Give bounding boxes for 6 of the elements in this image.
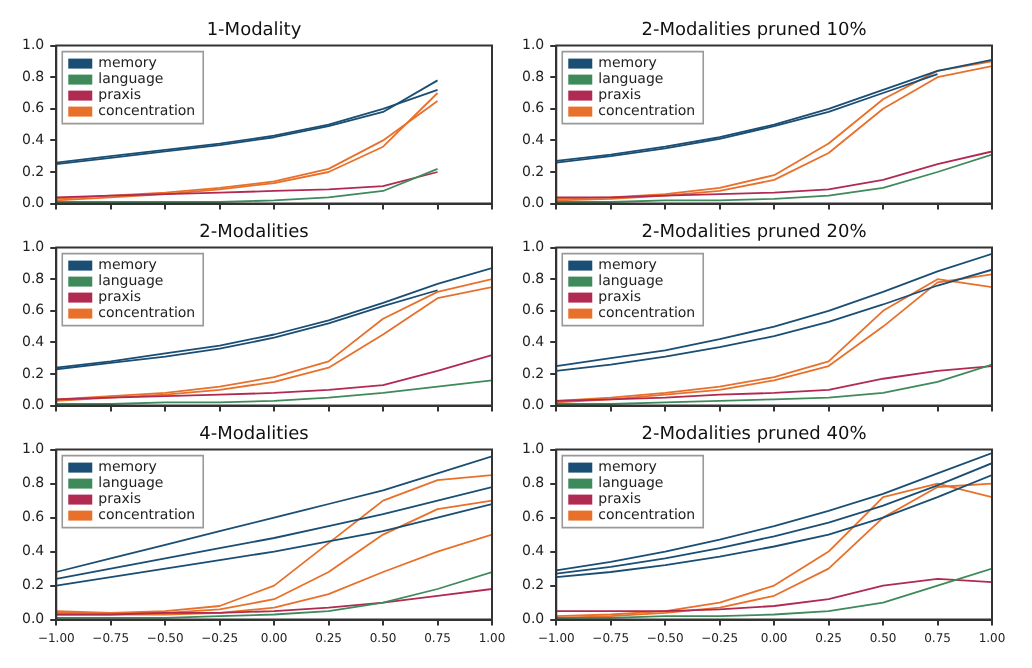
chart-title: 4-Modalities bbox=[199, 425, 310, 446]
chart-title: 1-Modality bbox=[206, 21, 303, 42]
chart-title: 2-Modalities bbox=[199, 223, 310, 244]
chart-title: 2-Modalities pruned 40% bbox=[641, 425, 868, 446]
chart-title: 2-Modalities pruned 10% bbox=[641, 21, 868, 42]
chart-title: 2-Modalities pruned 20% bbox=[641, 223, 868, 244]
